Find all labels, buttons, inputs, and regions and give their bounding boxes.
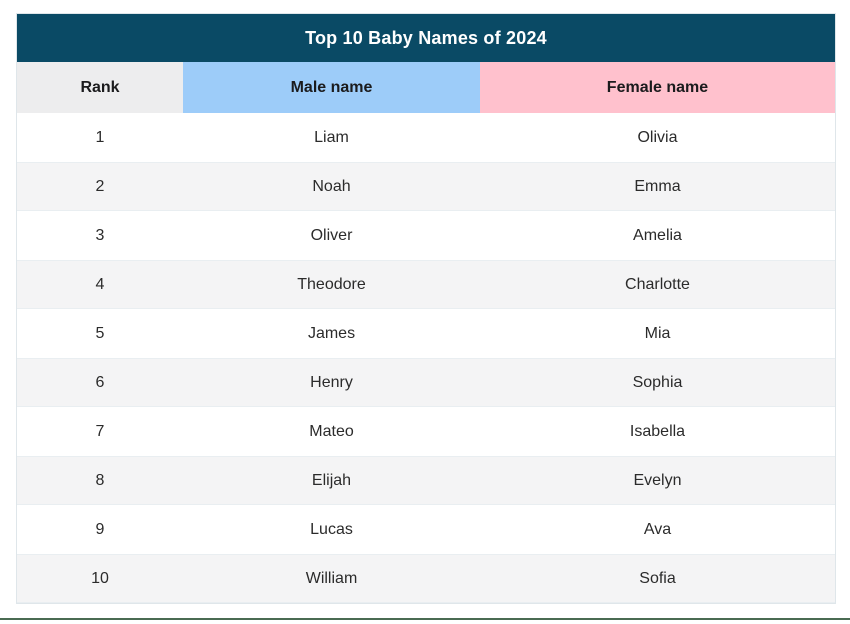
- cell-rank: 1: [95, 128, 105, 146]
- cell-male-name: Elijah: [311, 471, 352, 489]
- cell-rank: 6: [95, 373, 105, 391]
- table-title: Top 10 Baby Names of 2024: [305, 27, 547, 48]
- cell-rank: 3: [95, 226, 105, 244]
- table-title-bar: Top 10 Baby Names of 2024: [17, 14, 835, 62]
- cell-female-name: Sofia: [639, 569, 676, 587]
- table-row: 1 Liam Olivia: [17, 113, 835, 162]
- window-bottom-edge: [0, 618, 850, 620]
- table-row: 2 Noah Emma: [17, 162, 835, 211]
- cell-male-name: Noah: [312, 177, 351, 195]
- cell-female-name: Charlotte: [625, 275, 690, 293]
- cell-rank: 5: [95, 324, 105, 342]
- column-header-rank: Rank: [17, 62, 183, 113]
- cell-female-name: Isabella: [629, 422, 686, 440]
- cell-rank: 2: [95, 177, 105, 195]
- column-header-female-name: Female name: [480, 62, 835, 113]
- cell-rank: 9: [95, 520, 105, 538]
- cell-female-name: Amelia: [633, 226, 682, 244]
- table-row: 4 Theodore Charlotte: [17, 260, 835, 309]
- table-row: 10 William Sofia: [17, 554, 835, 603]
- cell-female-name: Emma: [634, 177, 681, 195]
- cell-rank: 10: [91, 569, 109, 587]
- cell-male-name: Liam: [314, 128, 349, 146]
- cell-male-name: Oliver: [310, 226, 353, 244]
- cell-female-name: Ava: [643, 520, 672, 538]
- cell-female-name: Evelyn: [633, 471, 682, 489]
- cell-rank: 7: [95, 422, 105, 440]
- table-row: 7 Mateo Isabella: [17, 407, 835, 456]
- table-row: 8 Elijah Evelyn: [17, 456, 835, 505]
- table-row: 5 James Mia: [17, 309, 835, 358]
- cell-female-name: Sophia: [632, 373, 683, 391]
- cell-female-name: Mia: [644, 324, 671, 342]
- table-row: 3 Oliver Amelia: [17, 211, 835, 260]
- table-row: 9 Lucas Ava: [17, 505, 835, 554]
- column-header-male-name: Male name: [183, 62, 480, 113]
- cell-rank: 8: [95, 471, 105, 489]
- baby-names-table: Top 10 Baby Names of 2024 Rank Male name…: [16, 13, 836, 604]
- cell-male-name: Theodore: [297, 275, 366, 293]
- cell-male-name: Lucas: [310, 520, 353, 538]
- cell-male-name: James: [307, 324, 356, 342]
- table-row: 6 Henry Sophia: [17, 358, 835, 407]
- cell-female-name: Olivia: [637, 128, 678, 146]
- cell-rank: 4: [95, 275, 105, 293]
- cell-male-name: William: [305, 569, 358, 587]
- cell-male-name: Mateo: [309, 422, 354, 440]
- table-header-row: Rank Male name Female name: [17, 62, 835, 113]
- cell-male-name: Henry: [310, 373, 353, 391]
- table-body: 1 Liam Olivia 2 Noah Emma 3 Oliver Ameli…: [17, 113, 835, 603]
